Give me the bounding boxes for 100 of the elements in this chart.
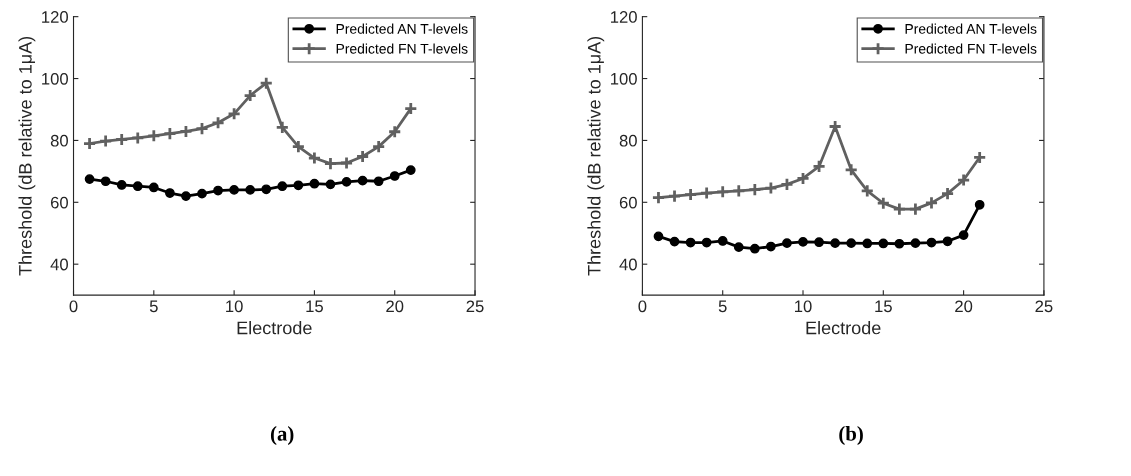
point [892, 202, 907, 217]
point [844, 162, 859, 177]
point [165, 188, 175, 198]
point [974, 199, 985, 210]
point [291, 139, 306, 154]
point [685, 237, 696, 248]
point [116, 180, 127, 190]
point [715, 184, 730, 199]
point [98, 134, 113, 148]
x-tick-label: 5 [149, 300, 158, 313]
x-tick-label: 15 [306, 300, 323, 313]
point [747, 182, 762, 197]
y-tick-label: 80 [619, 134, 637, 147]
point [323, 156, 338, 171]
point [229, 185, 239, 195]
point [701, 237, 712, 248]
point [195, 121, 209, 136]
point [162, 126, 177, 141]
legend-label: Predicted FN T-levels [905, 43, 1037, 54]
point [261, 184, 272, 195]
point [972, 150, 987, 165]
point [130, 131, 145, 145]
point [846, 238, 857, 249]
point [197, 188, 207, 199]
point [956, 173, 971, 187]
point [387, 124, 402, 139]
x-tick-label: 25 [466, 300, 484, 313]
point [780, 177, 794, 192]
point [325, 179, 336, 190]
x-tick-label: 0 [69, 300, 78, 313]
point [717, 236, 728, 246]
point [763, 181, 778, 196]
point [243, 88, 258, 103]
point [860, 183, 875, 198]
point [178, 124, 193, 139]
point [942, 236, 953, 247]
point [82, 136, 97, 151]
text: (b) [839, 426, 863, 445]
y-tick-label: 120 [42, 11, 68, 23]
point [812, 159, 827, 174]
x-axis-title: Electrode [806, 321, 881, 335]
point [259, 76, 274, 91]
x-axis-title: Electrode [237, 321, 312, 335]
legend-label: Predicted FN T-levels [336, 43, 468, 54]
point [653, 231, 664, 242]
x-tick-label: 25 [1035, 300, 1053, 313]
y-tick-label: 40 [50, 258, 68, 271]
point [355, 149, 370, 164]
point [878, 238, 889, 249]
point [876, 196, 891, 211]
point [798, 237, 808, 247]
point [213, 185, 223, 196]
point [814, 237, 824, 248]
point [683, 187, 698, 202]
point [651, 190, 666, 205]
x-tick-label: 15 [875, 300, 892, 313]
y-tick-label: 120 [611, 11, 637, 23]
x-tick-label: 10 [795, 300, 812, 313]
point [403, 101, 418, 116]
point [389, 171, 400, 181]
point [339, 156, 354, 170]
point [227, 106, 242, 121]
point [357, 175, 368, 186]
point [100, 176, 111, 187]
point [245, 185, 256, 195]
point [309, 178, 320, 189]
x-tick-label: 20 [386, 300, 404, 313]
y-tick-label: 60 [50, 196, 68, 209]
point [782, 238, 792, 249]
point [275, 120, 290, 135]
point [828, 119, 843, 134]
point [667, 189, 682, 204]
point [766, 241, 776, 252]
legend-label: Predicted AN T-levels [336, 23, 468, 34]
point [830, 238, 840, 249]
point [926, 237, 937, 248]
point [341, 177, 352, 187]
y-axis-title: Threshold (dB relative to 1μA) [587, 36, 605, 276]
point [211, 115, 225, 130]
point [908, 202, 923, 217]
point [277, 181, 288, 192]
x-tick-label: 5 [718, 300, 727, 313]
point [796, 171, 810, 186]
point [181, 191, 191, 201]
point [731, 183, 746, 198]
y-tick-label: 100 [611, 72, 637, 85]
point [699, 186, 714, 200]
point [924, 195, 939, 210]
point [114, 132, 129, 147]
point [894, 238, 905, 249]
point [669, 236, 680, 247]
point [405, 165, 416, 175]
x-tick-label: 10 [226, 300, 243, 313]
y-tick-label: 40 [619, 258, 637, 271]
point [146, 128, 161, 143]
y-axis-title: Threshold (dB relative to 1μA) [18, 36, 36, 276]
point [371, 139, 386, 154]
y-tick-label: 100 [42, 72, 68, 85]
point [749, 243, 760, 254]
point [958, 230, 969, 240]
